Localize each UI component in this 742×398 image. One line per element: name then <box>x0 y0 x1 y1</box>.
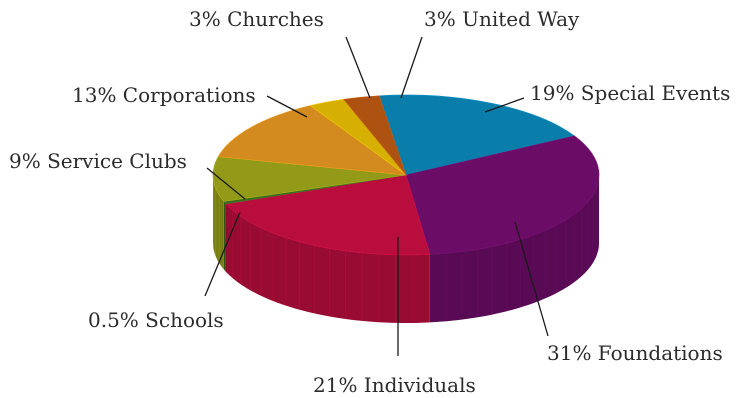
label-foundations: 31% Foundations <box>547 341 723 365</box>
label-individuals: 21% Individuals <box>313 373 476 397</box>
label-corporations: 13% Corporations <box>72 83 256 107</box>
pie-top-surfaces <box>212 94 600 256</box>
wall-individuals <box>225 203 430 323</box>
leader-line-service-clubs <box>206 167 246 200</box>
leader-line-corporations <box>266 95 308 118</box>
leader-line-churches <box>345 36 371 99</box>
wall-schools <box>223 201 226 272</box>
wall-foundations <box>429 175 599 323</box>
slice-foundations <box>405 135 600 255</box>
leader-line-united-way <box>400 36 423 99</box>
slice-individuals <box>225 174 431 256</box>
leader-line-schools <box>204 211 241 297</box>
leader-line-special-events <box>484 97 525 113</box>
leader-line-foundations <box>514 221 549 337</box>
label-churches: 3% Churches <box>189 7 324 31</box>
pie-side-walls <box>213 175 599 323</box>
slice-special-events <box>378 94 576 176</box>
slice-service-clubs <box>212 156 407 202</box>
label-united-way: 3% United Way <box>424 7 580 31</box>
label-special-events: 19% Special Events <box>530 81 730 105</box>
wall-service-clubs <box>213 175 224 270</box>
label-leader-lines <box>204 36 549 356</box>
label-schools: 0.5% Schools <box>88 308 224 332</box>
slice-corporations <box>217 105 408 176</box>
slice-united-way <box>343 95 407 176</box>
slice-labels: 19% Special Events 31% Foundations 21% Ind… <box>9 7 730 397</box>
label-service-clubs: 9% Service Clubs <box>9 149 187 173</box>
